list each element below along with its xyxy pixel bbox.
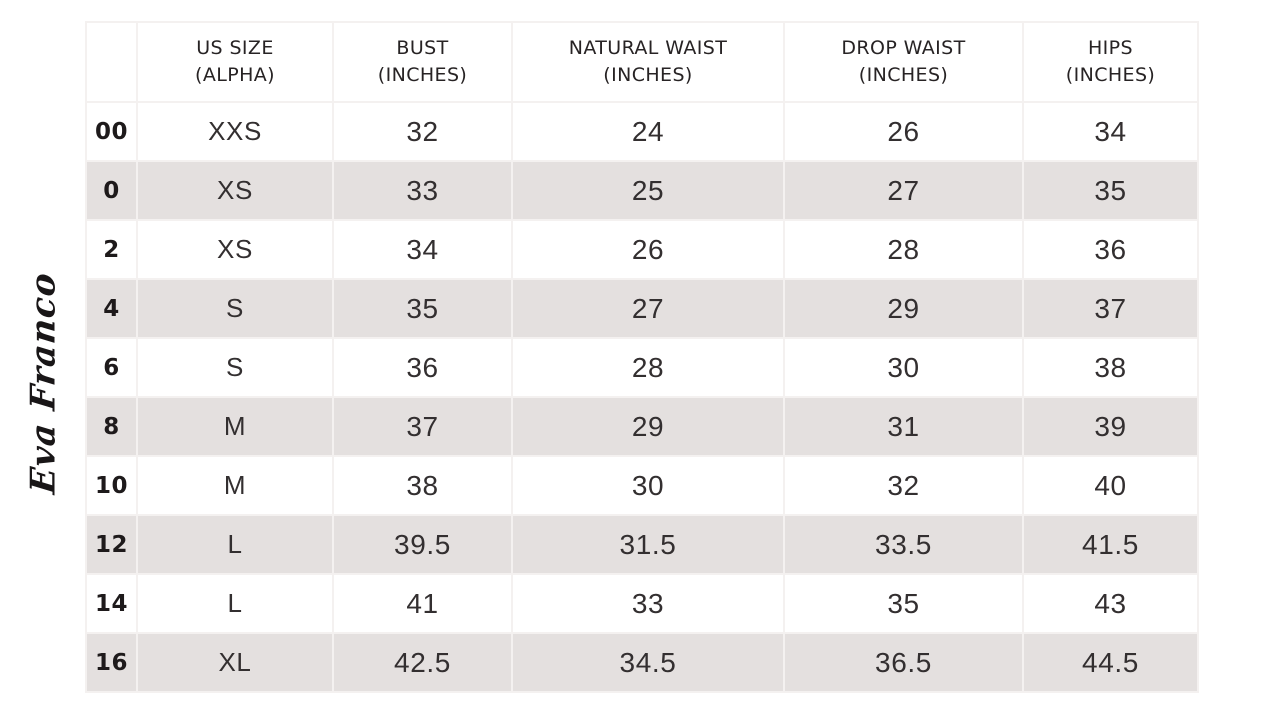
cell-size: 10 [87,457,136,514]
table-row: 0 XS 33 25 27 35 [87,162,1197,219]
cell-hips: 44.5 [1024,634,1197,691]
cell-bust: 35 [334,280,511,337]
header-line: US SIZE [196,37,274,59]
cell-size: 0 [87,162,136,219]
column-header-hips: HIPS (INCHES) [1024,23,1197,101]
table-row: 4 S 35 27 29 37 [87,280,1197,337]
cell-alpha: L [138,575,332,632]
cell-bust: 34 [334,221,511,278]
cell-drop-waist: 28 [785,221,1022,278]
table-row: 16 XL 42.5 34.5 36.5 44.5 [87,634,1197,691]
cell-bust: 38 [334,457,511,514]
cell-alpha: L [138,516,332,573]
cell-hips: 37 [1024,280,1197,337]
cell-alpha: M [138,457,332,514]
cell-alpha: XS [138,162,332,219]
cell-natural-waist: 24 [513,103,783,160]
column-header-us-size-alpha: US SIZE (ALPHA) [138,23,332,101]
cell-natural-waist: 26 [513,221,783,278]
cell-alpha: XL [138,634,332,691]
cell-natural-waist: 34.5 [513,634,783,691]
cell-drop-waist: 31 [785,398,1022,455]
cell-bust: 36 [334,339,511,396]
cell-drop-waist: 26 [785,103,1022,160]
table-row: 00 XXS 32 24 26 34 [87,103,1197,160]
cell-drop-waist: 27 [785,162,1022,219]
column-header-bust: BUST (INCHES) [334,23,511,101]
cell-size: 16 [87,634,136,691]
cell-natural-waist: 27 [513,280,783,337]
cell-drop-waist: 32 [785,457,1022,514]
header-line: NATURAL WAIST [568,37,728,59]
table-row: 10 M 38 30 32 40 [87,457,1197,514]
header-line: (INCHES) [377,64,468,86]
header-line: BUST [396,37,449,59]
table-body: 00 XXS 32 24 26 34 0 XS 33 25 27 35 2 XS… [87,103,1197,691]
cell-bust: 37 [334,398,511,455]
cell-hips: 40 [1024,457,1197,514]
cell-natural-waist: 25 [513,162,783,219]
column-header-drop-waist: DROP WAIST (INCHES) [785,23,1022,101]
header-line: (ALPHA) [195,64,275,86]
table-row: 8 M 37 29 31 39 [87,398,1197,455]
table-header: US SIZE (ALPHA) BUST (INCHES) NATURAL WA… [87,23,1197,101]
cell-drop-waist: 33.5 [785,516,1022,573]
cell-size: 00 [87,103,136,160]
table-row: 6 S 36 28 30 38 [87,339,1197,396]
cell-alpha: XS [138,221,332,278]
column-header-natural-waist: NATURAL WAIST (INCHES) [513,23,783,101]
header-line: HIPS [1087,37,1133,59]
cell-alpha: XXS [138,103,332,160]
cell-natural-waist: 33 [513,575,783,632]
cell-natural-waist: 31.5 [513,516,783,573]
cell-drop-waist: 35 [785,575,1022,632]
cell-size: 14 [87,575,136,632]
cell-bust: 41 [334,575,511,632]
cell-bust: 33 [334,162,511,219]
cell-size: 6 [87,339,136,396]
cell-bust: 39.5 [334,516,511,573]
cell-alpha: S [138,339,332,396]
cell-hips: 38 [1024,339,1197,396]
brand-logo: Eva Franco [6,270,82,495]
cell-hips: 35 [1024,162,1197,219]
column-header-size [87,23,136,101]
cell-natural-waist: 29 [513,398,783,455]
header-line: DROP WAIST [841,37,966,59]
cell-drop-waist: 29 [785,280,1022,337]
brand-logo-text: Eva Franco [24,270,64,496]
header-line: (INCHES) [603,64,693,86]
table-row: 14 L 41 33 35 43 [87,575,1197,632]
cell-hips: 39 [1024,398,1197,455]
table-row: 12 L 39.5 31.5 33.5 41.5 [87,516,1197,573]
cell-bust: 32 [334,103,511,160]
cell-size: 4 [87,280,136,337]
cell-bust: 42.5 [334,634,511,691]
cell-alpha: M [138,398,332,455]
table-row: 2 XS 34 26 28 36 [87,221,1197,278]
cell-size: 12 [87,516,136,573]
header-line: (INCHES) [1065,64,1156,86]
cell-drop-waist: 30 [785,339,1022,396]
cell-size: 8 [87,398,136,455]
cell-natural-waist: 28 [513,339,783,396]
cell-hips: 34 [1024,103,1197,160]
cell-hips: 41.5 [1024,516,1197,573]
header-row: US SIZE (ALPHA) BUST (INCHES) NATURAL WA… [87,23,1197,101]
header-line: (INCHES) [858,64,949,86]
cell-size: 2 [87,221,136,278]
cell-hips: 36 [1024,221,1197,278]
size-chart: US SIZE (ALPHA) BUST (INCHES) NATURAL WA… [85,21,1199,693]
cell-natural-waist: 30 [513,457,783,514]
cell-drop-waist: 36.5 [785,634,1022,691]
cell-alpha: S [138,280,332,337]
cell-hips: 43 [1024,575,1197,632]
size-chart-table: US SIZE (ALPHA) BUST (INCHES) NATURAL WA… [85,21,1199,693]
